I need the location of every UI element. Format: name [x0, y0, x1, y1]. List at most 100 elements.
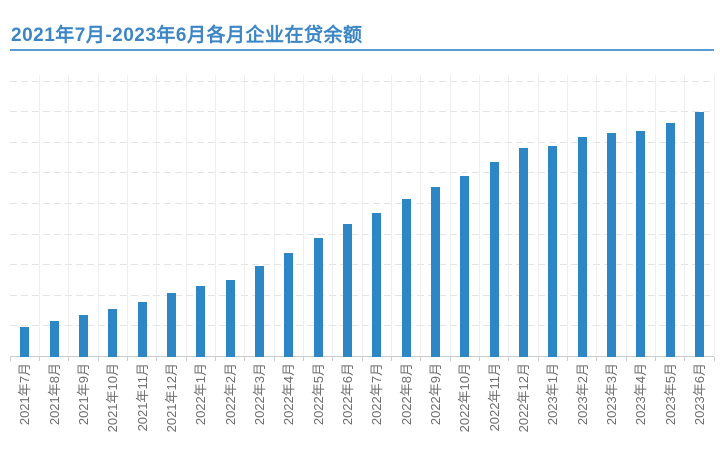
v-gridline	[68, 75, 70, 357]
x-axis-label: 2022年2月	[222, 363, 238, 426]
bar-2021年12月[interactable]	[166, 293, 176, 357]
x-axis-label: 2023年5月	[662, 363, 678, 426]
bar-2022年4月[interactable]	[284, 252, 294, 357]
bar-2021年8月[interactable]	[49, 320, 59, 357]
bar-2022年2月[interactable]	[225, 279, 235, 357]
x-axis-label: 2021年8月	[46, 363, 62, 426]
x-axis-tick	[9, 357, 11, 361]
x-axis-label: 2022年1月	[193, 363, 209, 426]
v-gridline	[156, 75, 158, 357]
x-axis-label: 2022年3月	[251, 363, 267, 426]
x-axis-label: 2021年7月	[17, 363, 33, 426]
v-gridline	[38, 75, 40, 357]
x-axis-label: 2022年5月	[310, 363, 326, 426]
x-axis-tick	[478, 357, 480, 361]
x-axis-label: 2022年9月	[427, 363, 443, 426]
bar-2023年6月[interactable]	[694, 111, 704, 357]
v-gridline	[478, 75, 480, 357]
x-axis-tick	[390, 357, 392, 361]
bar-2022年1月[interactable]	[196, 286, 206, 357]
h-gridline	[10, 203, 714, 204]
x-axis-tick	[273, 357, 275, 361]
title-underline	[10, 49, 714, 51]
v-gridline	[244, 75, 246, 357]
v-gridline	[420, 75, 422, 357]
x-axis-tick	[684, 357, 686, 361]
x-axis-tick	[537, 357, 539, 361]
v-gridline	[449, 75, 451, 357]
bar-2022年3月[interactable]	[254, 266, 264, 357]
x-axis-labels: 2021年7月 2021年8月 2021年9月 2021年10月 2021年11月 202…	[10, 363, 714, 463]
v-gridline	[537, 75, 539, 357]
v-gridline	[713, 75, 715, 357]
x-axis-label: 2022年10月	[457, 363, 473, 433]
v-gridline	[684, 75, 686, 357]
bar-2022年12月[interactable]	[518, 148, 528, 357]
x-axis-label: 2023年4月	[633, 363, 649, 426]
x-axis-tick	[214, 357, 216, 361]
x-axis-tick	[596, 357, 598, 361]
bar-2022年7月[interactable]	[372, 212, 382, 357]
x-axis-tick	[449, 357, 451, 361]
v-gridline	[361, 75, 363, 357]
v-gridline	[625, 75, 627, 357]
v-gridline	[390, 75, 392, 357]
bar-2022年8月[interactable]	[401, 198, 411, 357]
x-axis-tick	[38, 357, 40, 361]
bar-2023年1月[interactable]	[548, 145, 558, 357]
bar-2023年3月[interactable]	[606, 133, 616, 357]
h-gridline	[10, 294, 714, 296]
bar-2021年7月[interactable]	[20, 327, 30, 357]
v-gridline	[302, 75, 304, 357]
h-gridline	[10, 141, 714, 143]
x-axis-label: 2021年12月	[163, 363, 179, 433]
x-axis-label: 2021年9月	[75, 363, 91, 426]
x-axis-tick	[713, 357, 715, 361]
bar-2022年5月[interactable]	[313, 237, 323, 357]
h-gridline	[10, 325, 714, 327]
x-axis-label: 2022年6月	[339, 363, 355, 426]
x-axis-label: 2022年11月	[486, 363, 502, 432]
bar-2021年9月[interactable]	[78, 315, 88, 357]
x-axis-line	[10, 356, 714, 357]
bar-2023年5月[interactable]	[665, 122, 675, 357]
chart-title: 2021年7月-2023年6月各月企业在贷余额	[11, 25, 363, 46]
bar-2022年10月[interactable]	[460, 176, 470, 357]
x-axis-label: 2021年11月	[134, 363, 150, 432]
x-axis-tick	[68, 357, 70, 361]
x-axis-tick	[625, 357, 627, 361]
x-axis-label: 2023年1月	[545, 363, 561, 426]
x-axis-tick	[654, 357, 656, 361]
bar-2021年10月[interactable]	[108, 308, 118, 357]
h-gridline	[10, 111, 714, 113]
x-axis-tick	[420, 357, 422, 361]
bar-2022年6月[interactable]	[342, 223, 352, 357]
x-axis-label: 2023年2月	[574, 363, 590, 426]
h-gridline	[10, 80, 714, 82]
bar-2023年4月[interactable]	[636, 130, 646, 357]
bar-2023年2月[interactable]	[577, 137, 587, 357]
x-axis-tick	[566, 357, 568, 361]
x-axis-label: 2022年4月	[281, 363, 297, 426]
x-axis-tick	[508, 357, 510, 361]
x-axis-tick	[244, 357, 246, 361]
x-axis-tick	[97, 357, 99, 361]
x-axis-label: 2022年12月	[515, 363, 531, 433]
x-axis-tick	[302, 357, 304, 361]
x-axis-tick	[361, 357, 363, 361]
x-axis-label: 2023年3月	[603, 363, 619, 426]
bar-2022年11月[interactable]	[489, 162, 499, 357]
x-axis-label: 2022年8月	[398, 363, 414, 426]
v-gridline	[273, 75, 275, 357]
plot-area	[9, 75, 715, 361]
bar-2021年11月[interactable]	[137, 301, 147, 357]
x-axis-tick	[185, 357, 187, 361]
x-axis-label: 2021年10月	[105, 363, 121, 433]
h-gridline	[10, 233, 714, 235]
x-axis-label: 2023年6月	[691, 363, 707, 426]
v-gridline	[508, 75, 510, 357]
bar-2022年9月[interactable]	[430, 186, 440, 357]
v-gridline	[332, 75, 334, 357]
x-axis-tick	[332, 357, 334, 361]
